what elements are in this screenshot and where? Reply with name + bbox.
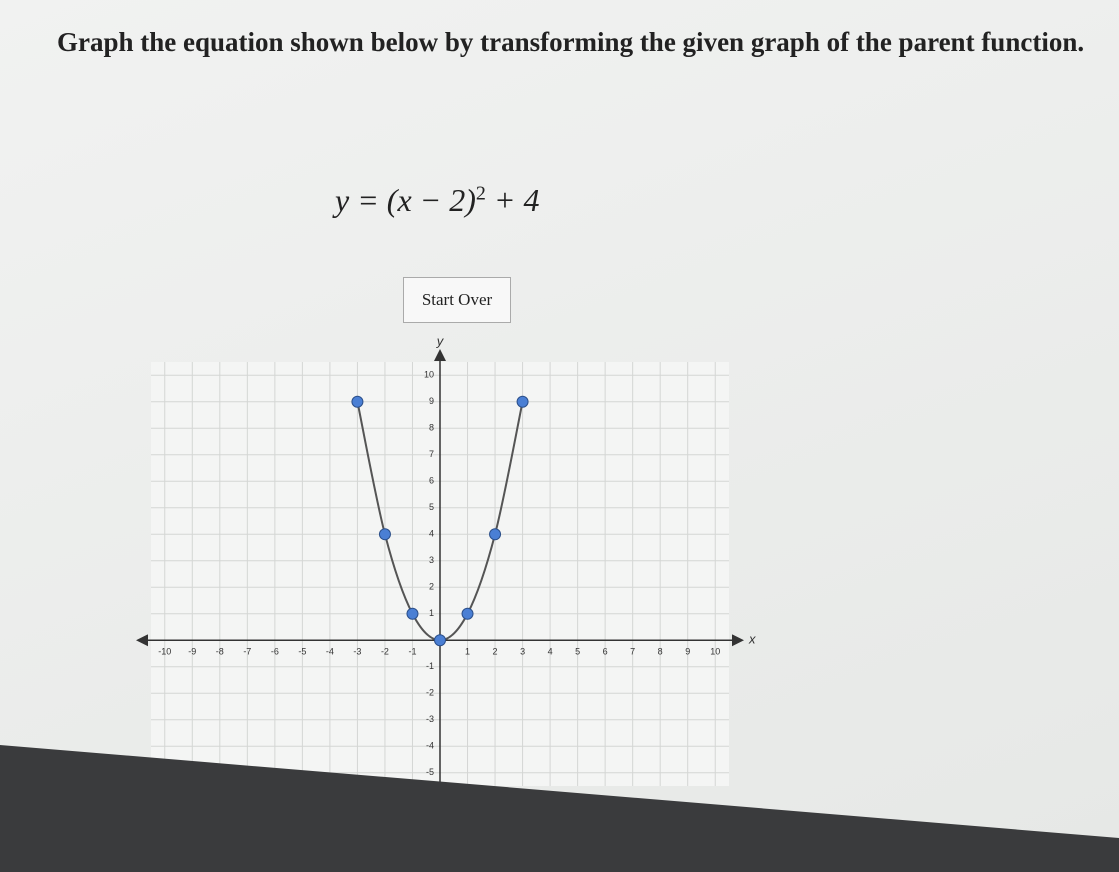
y-tick-label: 1 [429, 608, 434, 618]
x-tick-label: -6 [271, 647, 279, 657]
x-tick-label: -7 [243, 647, 251, 657]
equation: y = (x − 2)2 + 4 [335, 182, 540, 219]
y-tick-label: -2 [426, 688, 434, 698]
y-tick-label: 5 [429, 502, 434, 512]
y-tick-label: -1 [426, 661, 434, 671]
point [434, 634, 446, 647]
y-tick-label: 8 [429, 423, 434, 433]
screen-bezel [0, 745, 1119, 872]
y-tick-label: 3 [429, 555, 434, 565]
y-tick-label: 10 [424, 370, 434, 380]
y-tick-label: 4 [429, 529, 434, 539]
instruction: Graph the equation shown below by transf… [57, 27, 1085, 57]
x-tick-label: -4 [326, 647, 334, 657]
x-tick-label: -2 [381, 647, 389, 657]
x-tick-label: 2 [493, 647, 498, 657]
x-tick-label: -10 [158, 647, 171, 657]
x-tick-label: 10 [710, 647, 720, 657]
point [378, 528, 391, 541]
x-axis-label: x [748, 632, 756, 647]
point [489, 528, 502, 541]
y-tick-label: -4 [426, 741, 434, 751]
y-tick-label: -5 [426, 767, 434, 777]
y-tick-label: 7 [429, 449, 434, 459]
point [516, 395, 529, 408]
x-tick-label: 3 [520, 647, 525, 657]
x-tick-label: -1 [408, 647, 416, 657]
y-axis-label: y [436, 333, 445, 348]
x-tick-label: -5 [298, 647, 306, 657]
y-tick-label: 2 [429, 582, 434, 592]
x-tick-label: 7 [630, 647, 635, 657]
y-tick-label: 6 [429, 476, 434, 486]
x-tick-label: 6 [603, 647, 608, 657]
start-over-button[interactable]: Start Over [403, 277, 511, 323]
equation-exponent: 2 [475, 182, 486, 205]
equation-base: y = (x − 2) [335, 182, 476, 218]
x-tick-label: 9 [685, 647, 690, 657]
point [406, 607, 419, 620]
x-tick-label: 5 [575, 647, 580, 657]
point [461, 607, 474, 620]
x-tick-label: 8 [658, 647, 663, 657]
equation-tail: + 4 [493, 182, 540, 218]
y-tick-label: 9 [429, 396, 434, 406]
y-tick-label: -3 [426, 714, 434, 724]
x-tick-label: -3 [353, 647, 361, 657]
x-tick-label: 4 [548, 647, 553, 657]
point [351, 395, 364, 408]
x-tick-label: 1 [465, 647, 470, 657]
x-tick-label: -9 [188, 647, 196, 657]
x-tick-label: -8 [216, 647, 224, 657]
